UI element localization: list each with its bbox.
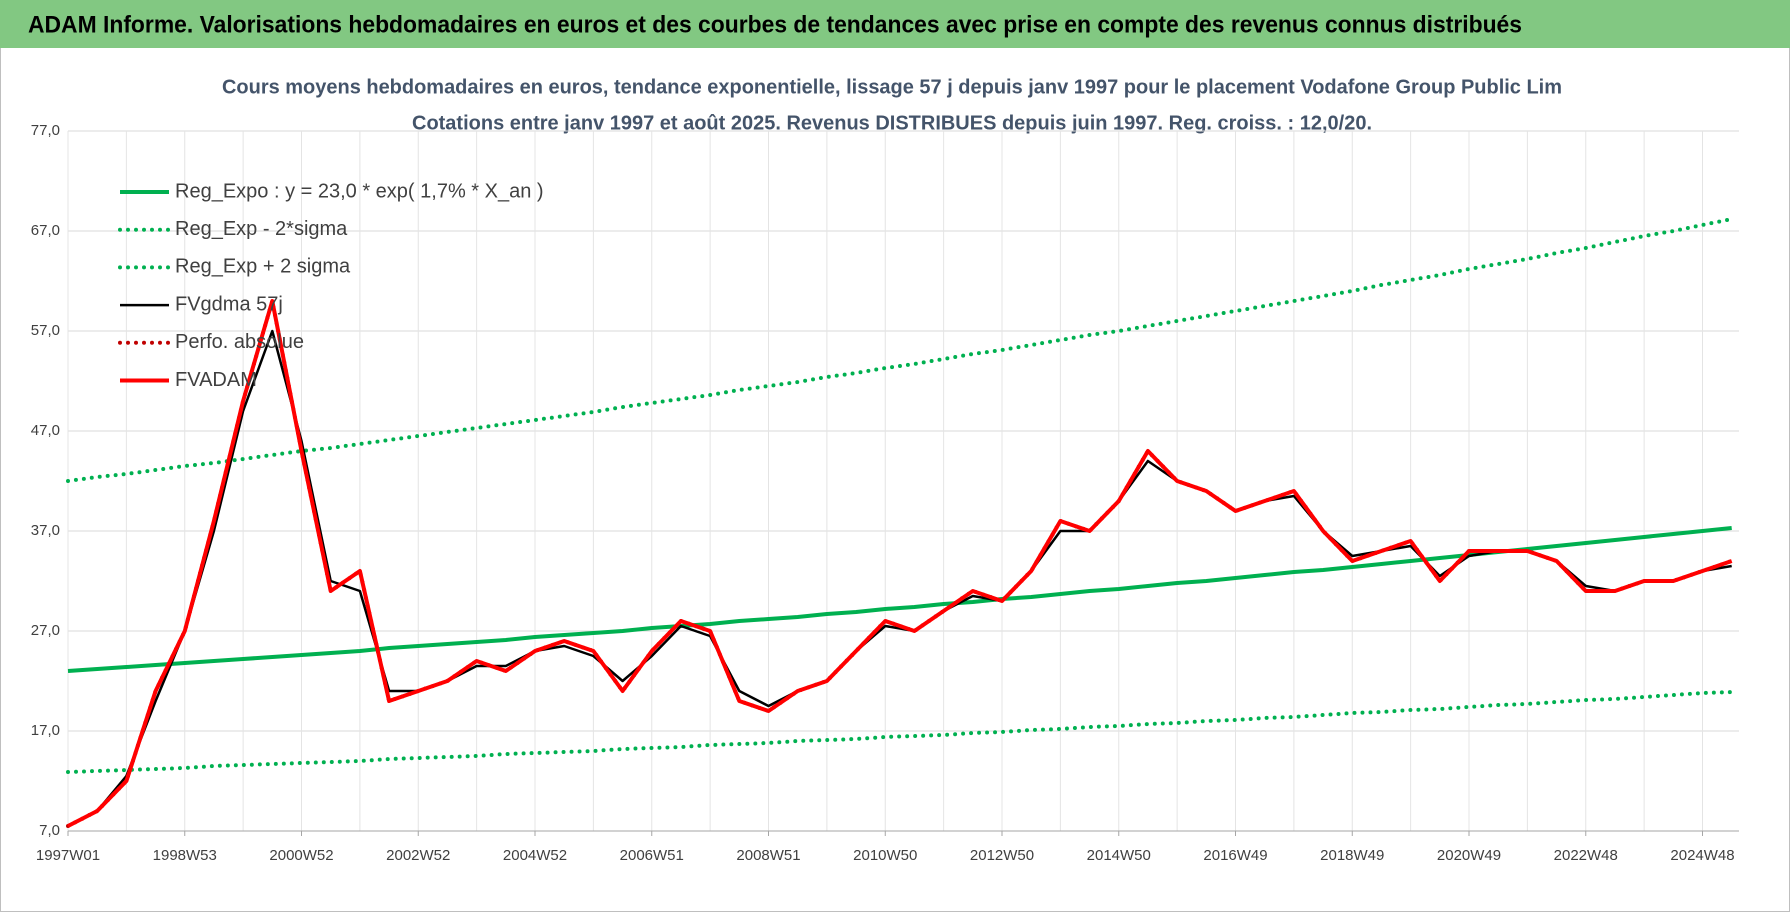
legend-label: Perfo. absolue [175, 331, 304, 353]
legend: Reg_Expo : y = 23,0 * exp( 1,7% * X_an )… [118, 180, 544, 391]
x-tick-label: 2018W49 [1320, 847, 1384, 864]
x-tick-label: 2022W48 [1554, 847, 1618, 864]
grid: 7,0 17,0 27,0 37,0 47,0 57,0 67,0 77,0 1997W01 19… [31, 122, 1739, 864]
x-tick-label: 2012W50 [970, 847, 1034, 864]
y-tick-label: 7,0 [39, 822, 60, 839]
x-tick-label: 2010W50 [853, 847, 917, 864]
legend-label: Reg_Exp - 2*sigma [175, 218, 348, 240]
legend-label: Reg_Exp + 2 sigma [175, 256, 351, 278]
x-tick-label: 2020W49 [1437, 847, 1501, 864]
x-tick-label: 2002W52 [386, 847, 450, 864]
x-tick-label: 2008W51 [736, 847, 800, 864]
series-line [66, 690, 1734, 774]
legend-label: Reg_Expo : y = 23,0 * exp( 1,7% * X_an ) [175, 180, 544, 202]
legend-label: FVgdma 57j [175, 293, 283, 315]
series-line [67, 299, 1733, 828]
x-tick-label: 2004W52 [503, 847, 567, 864]
x-tick-label: 1998W53 [153, 847, 217, 864]
y-tick-label: 17,0 [31, 722, 60, 739]
chart-title: Cours moyens hebdomadaires en euros, ten… [222, 76, 1562, 98]
series-line [66, 217, 1734, 483]
plot [66, 217, 1734, 828]
x-tick-label: 2016W49 [1203, 847, 1267, 864]
y-tick-label: 47,0 [31, 422, 60, 439]
y-tick-label: 67,0 [31, 222, 60, 239]
x-tick-label: 2006W51 [620, 847, 684, 864]
y-tick-label: 27,0 [31, 622, 60, 639]
y-tick-label: 77,0 [31, 122, 60, 139]
x-tick-label: 1997W01 [36, 847, 100, 864]
legend-label: FVADAM [175, 369, 257, 391]
x-tick-label: 2000W52 [269, 847, 333, 864]
y-tick-label: 57,0 [31, 322, 60, 339]
x-tick-label: 2014W50 [1087, 847, 1151, 864]
chart-subtitle: Cotations entre janv 1997 et août 2025. … [412, 112, 1372, 134]
header-title: ADAM Informe. Valorisations hebdomadaire… [28, 11, 1522, 38]
y-tick-label: 37,0 [31, 522, 60, 539]
series-line [67, 526, 1732, 673]
header-bar [0, 0, 1790, 48]
x-tick-label: 2024W48 [1670, 847, 1734, 864]
